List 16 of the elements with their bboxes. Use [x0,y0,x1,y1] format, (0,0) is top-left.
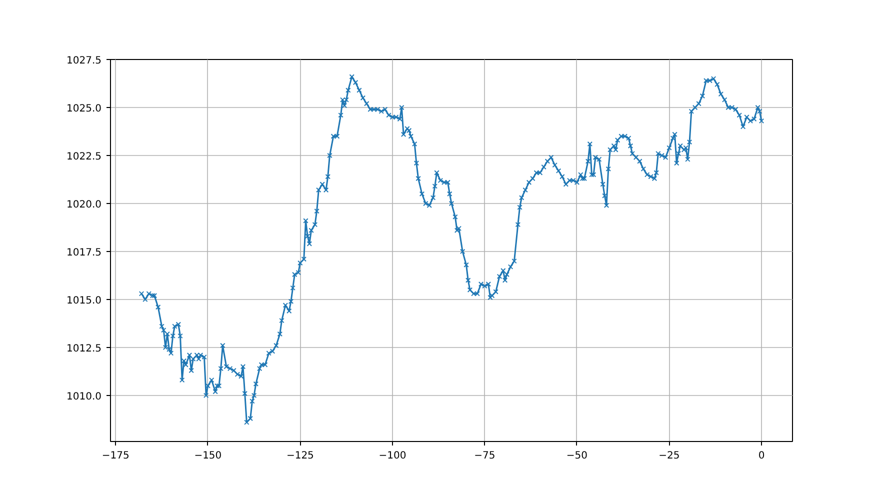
x-tick-label: −175 [102,450,130,462]
y-tick-label: 1017.5 [66,247,102,258]
x-tick-label: −100 [378,450,406,462]
x-tick-label: −150 [194,450,222,462]
y-tick-label: 1012.5 [66,343,102,354]
y-tick-label: 1015.0 [66,295,102,306]
y-tick-label: 1020.0 [66,199,102,210]
y-tick-label: 1027.5 [66,56,102,66]
y-tick-label: 1010.0 [66,391,102,402]
x-tick-label: −125 [286,450,314,462]
y-tick-label: 1025.0 [66,103,102,114]
x-tick-label: −25 [658,450,680,462]
y-tick-label: 1022.5 [66,151,102,162]
x-tick-label: 0 [758,450,765,462]
x-tick-label: −50 [566,450,588,462]
x-tick-label: −75 [474,450,496,462]
